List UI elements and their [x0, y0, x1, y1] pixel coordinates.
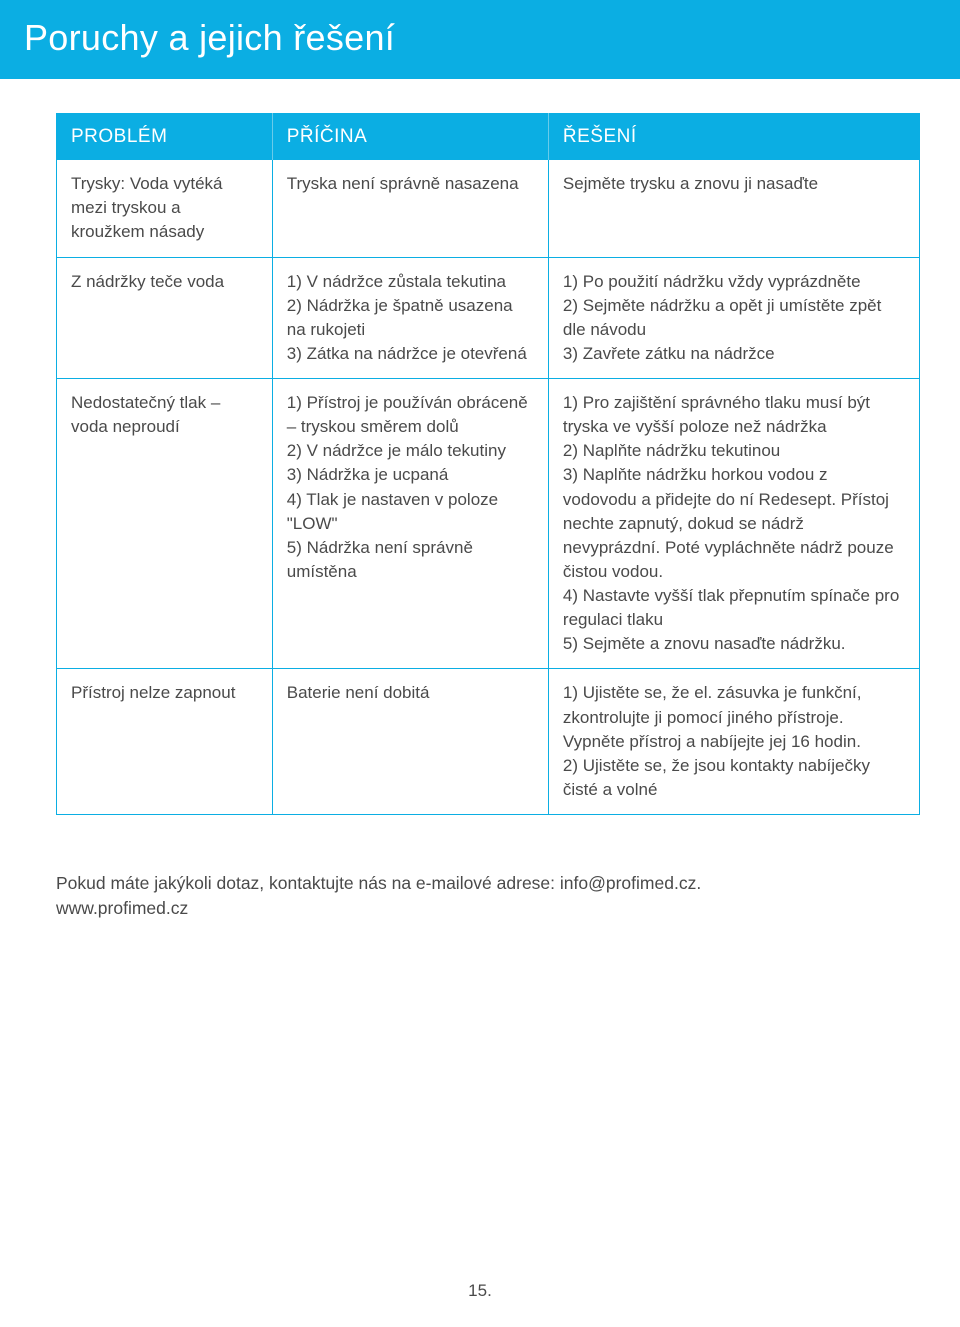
- cell-solution: 1) Pro zajištění správného tlaku musí bý…: [548, 379, 919, 669]
- cell-cause: Baterie není dobitá: [272, 669, 548, 815]
- cell-problem: Trysky: Voda vytéká mezi tryskou a krouž…: [57, 160, 273, 257]
- table-row: Přístroj nelze zapnout Baterie není dobi…: [57, 669, 920, 815]
- table-header-row: PROBLÉM PŘÍČINA ŘEŠENÍ: [57, 113, 920, 160]
- cell-cause: 1) V nádržce zůstala tekutina 2) Nádržka…: [272, 257, 548, 379]
- page-title: Poruchy a jejich řešení: [24, 17, 395, 58]
- cell-cause: 1) Přístroj je používán obráceně – trysk…: [272, 379, 548, 669]
- cell-solution: 1) Ujistěte se, že el. zásuvka je funkčn…: [548, 669, 919, 815]
- page-content: PROBLÉM PŘÍČINA ŘEŠENÍ Trysky: Voda vyté…: [0, 79, 960, 922]
- page-number: 15.: [0, 1280, 960, 1303]
- table-row: Nedostatečný tlak – voda neproudí 1) Pří…: [57, 379, 920, 669]
- footer-contact-line: Pokud máte jakýkoli dotaz, kontaktujte n…: [56, 871, 920, 896]
- cell-problem: Přístroj nelze zapnout: [57, 669, 273, 815]
- cell-problem: Z nádržky teče voda: [57, 257, 273, 379]
- cell-problem: Nedostatečný tlak – voda neproudí: [57, 379, 273, 669]
- cell-solution: 1) Po použití nádržku vždy vyprázdněte 2…: [548, 257, 919, 379]
- cell-cause: Tryska není správně nasazena: [272, 160, 548, 257]
- col-header-problem: PROBLÉM: [57, 113, 273, 160]
- col-header-solution: ŘEŠENÍ: [548, 113, 919, 160]
- table-row: Trysky: Voda vytéká mezi tryskou a krouž…: [57, 160, 920, 257]
- page-title-bar: Poruchy a jejich řešení: [0, 0, 960, 79]
- troubleshooting-table: PROBLÉM PŘÍČINA ŘEŠENÍ Trysky: Voda vyté…: [56, 113, 920, 816]
- table-row: Z nádržky teče voda 1) V nádržce zůstala…: [57, 257, 920, 379]
- footer-note: Pokud máte jakýkoli dotaz, kontaktujte n…: [56, 871, 920, 922]
- col-header-cause: PŘÍČINA: [272, 113, 548, 160]
- footer-url: www.profimed.cz: [56, 896, 920, 921]
- cell-solution: Sejměte trysku a znovu ji nasaďte: [548, 160, 919, 257]
